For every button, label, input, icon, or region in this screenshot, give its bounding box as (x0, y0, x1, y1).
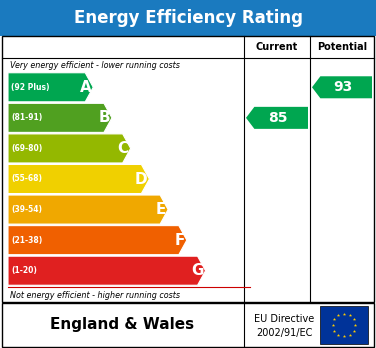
Polygon shape (312, 76, 372, 98)
Polygon shape (8, 165, 149, 193)
Polygon shape (8, 73, 93, 102)
Text: (92 Plus): (92 Plus) (11, 83, 50, 92)
Text: (55-68): (55-68) (11, 174, 42, 183)
Text: Not energy efficient - higher running costs: Not energy efficient - higher running co… (10, 291, 180, 300)
Text: 85: 85 (268, 111, 288, 125)
Text: D: D (135, 172, 147, 187)
Text: F: F (174, 233, 185, 248)
Text: EU Directive: EU Directive (254, 315, 314, 324)
Text: (81-91): (81-91) (11, 113, 42, 122)
Bar (2, 36, 374, 302)
Polygon shape (8, 134, 131, 163)
Text: England & Wales: England & Wales (50, 317, 194, 332)
Bar (320, 306, 368, 344)
Text: (21-38): (21-38) (11, 236, 42, 245)
Text: Very energy efficient - lower running costs: Very energy efficient - lower running co… (10, 61, 180, 70)
Polygon shape (8, 226, 187, 255)
Text: B: B (98, 110, 110, 125)
Polygon shape (246, 107, 308, 129)
Polygon shape (8, 103, 112, 132)
Text: E: E (156, 202, 166, 217)
Text: Energy Efficiency Rating: Energy Efficiency Rating (73, 9, 303, 27)
Polygon shape (8, 195, 168, 224)
Text: (69-80): (69-80) (11, 144, 42, 153)
Text: A: A (79, 80, 91, 95)
Polygon shape (8, 256, 206, 285)
Text: Current: Current (256, 42, 298, 52)
Text: C: C (118, 141, 129, 156)
Bar (2, 303, 374, 347)
Text: G: G (191, 263, 203, 278)
Text: (39-54): (39-54) (11, 205, 42, 214)
Text: 2002/91/EC: 2002/91/EC (256, 328, 312, 338)
Text: (1-20): (1-20) (11, 266, 37, 275)
Bar (0, 0, 376, 36)
Text: Potential: Potential (317, 42, 367, 52)
Text: 93: 93 (334, 80, 353, 94)
